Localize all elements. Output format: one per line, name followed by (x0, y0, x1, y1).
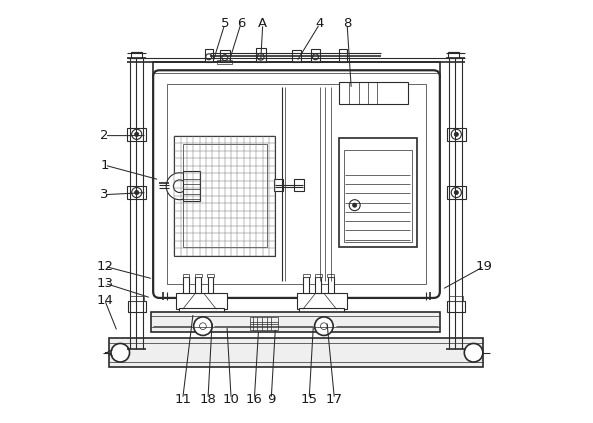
Text: 13: 13 (96, 277, 113, 290)
Circle shape (349, 200, 360, 211)
Bar (208, 277, 213, 293)
Bar (128, 301, 146, 312)
Circle shape (451, 129, 461, 140)
Text: 11: 11 (174, 393, 191, 406)
Circle shape (451, 187, 461, 198)
Text: 3: 3 (100, 188, 109, 201)
Text: 5: 5 (221, 17, 229, 30)
Bar (183, 144, 267, 247)
Bar (217, 60, 232, 64)
Circle shape (353, 203, 357, 207)
Text: A: A (258, 17, 267, 30)
Bar (153, 62, 440, 77)
Bar (344, 149, 412, 242)
Bar (447, 186, 467, 199)
Bar (299, 308, 344, 314)
Text: 14: 14 (96, 294, 113, 307)
Circle shape (313, 54, 318, 60)
Circle shape (173, 180, 186, 192)
Text: 16: 16 (246, 393, 263, 406)
FancyBboxPatch shape (153, 70, 440, 298)
Bar (339, 138, 417, 247)
Text: 9: 9 (267, 393, 275, 406)
Bar (174, 136, 275, 256)
Text: 2: 2 (100, 129, 109, 142)
Bar (126, 186, 146, 199)
Circle shape (454, 190, 458, 195)
Bar (449, 296, 464, 301)
Bar (220, 50, 230, 62)
Bar (109, 338, 483, 368)
Circle shape (132, 187, 142, 198)
Bar (256, 48, 266, 62)
Text: 1: 1 (100, 159, 109, 172)
Text: 12: 12 (96, 260, 113, 273)
Bar (205, 49, 213, 62)
Bar (315, 277, 321, 293)
Bar (328, 277, 334, 293)
Text: 19: 19 (476, 260, 493, 273)
Bar (195, 274, 202, 277)
Circle shape (464, 343, 483, 362)
Bar (129, 296, 144, 301)
Bar (315, 274, 322, 277)
Bar (339, 82, 408, 104)
Bar (151, 312, 440, 332)
Bar (207, 274, 214, 277)
Bar (303, 277, 309, 293)
Circle shape (135, 132, 139, 137)
Text: 6: 6 (237, 17, 245, 30)
Circle shape (206, 54, 212, 60)
Bar (176, 293, 227, 309)
Bar (183, 274, 189, 277)
Bar (447, 128, 467, 141)
Text: 17: 17 (326, 393, 343, 406)
Circle shape (222, 55, 228, 60)
Circle shape (454, 132, 458, 137)
Circle shape (132, 129, 142, 140)
Bar (303, 274, 310, 277)
Circle shape (135, 190, 139, 195)
Bar (250, 317, 278, 330)
Bar (183, 277, 189, 293)
Bar (292, 50, 301, 62)
Bar (296, 293, 347, 309)
Bar (311, 49, 320, 62)
Bar (339, 49, 347, 62)
Bar (183, 171, 200, 201)
Bar (448, 52, 459, 58)
Circle shape (166, 173, 193, 200)
Bar (327, 274, 334, 277)
Text: 10: 10 (223, 393, 240, 406)
Text: 18: 18 (199, 393, 216, 406)
Bar (179, 308, 224, 314)
Bar (131, 52, 142, 58)
Text: 4: 4 (315, 17, 324, 30)
Bar (274, 179, 283, 191)
Text: 15: 15 (301, 393, 318, 406)
Bar (294, 179, 304, 191)
Bar (447, 301, 465, 312)
Circle shape (111, 343, 129, 362)
Text: 8: 8 (343, 17, 351, 30)
Circle shape (315, 317, 333, 335)
Circle shape (194, 317, 212, 335)
Circle shape (257, 53, 264, 60)
Bar (195, 277, 201, 293)
Bar (167, 84, 426, 284)
Bar (126, 128, 146, 141)
